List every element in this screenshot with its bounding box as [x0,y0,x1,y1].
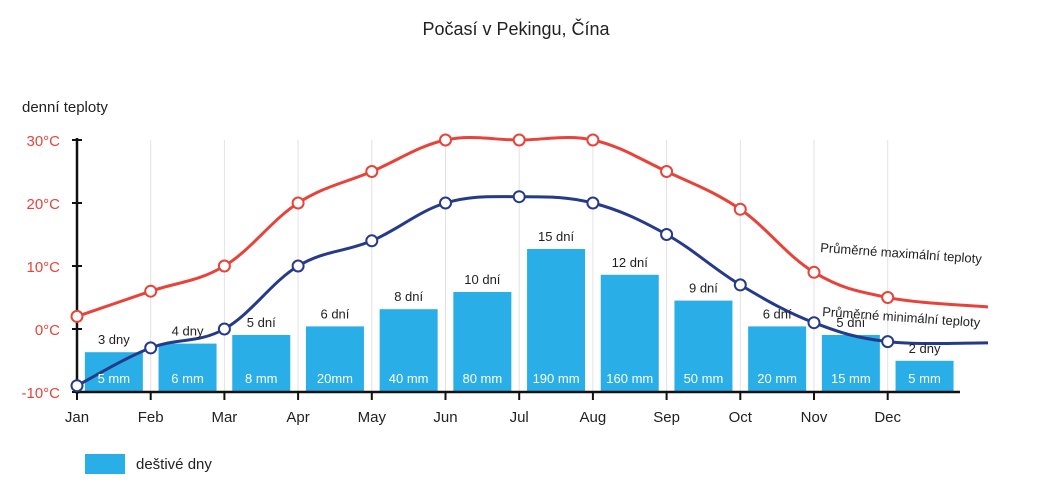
rainy-days-label: 10 dní [464,272,501,287]
rain-bar [379,309,438,392]
series-point [365,234,379,248]
gridlines [150,140,889,392]
y-tick-label: -10°C [21,385,60,402]
precipitation-label: 40 mm [389,371,429,386]
y-tick-label: 20°C [26,196,60,213]
series-name-label: Průměrné maximální teploty [820,240,983,266]
x-tick-label: Jul [510,409,529,426]
rainy-days-label: 3 dny [98,332,130,347]
x-tick-label: May [358,409,387,426]
series-point [217,259,231,273]
rain-bar [158,343,217,392]
rainy-days-label: 6 dní [763,306,792,321]
precipitation-label: 8 mm [245,371,278,386]
y-tick-label: 10°C [26,259,60,276]
x-tick-label: Oct [729,409,753,426]
series-point [586,133,600,147]
x-tick-label: Sep [653,409,680,426]
precipitation-label: 5 mm [908,371,941,386]
x-tick-label: Dec [874,409,901,426]
x-tick-label: Mar [211,409,237,426]
x-tick-label: Nov [801,409,828,426]
series-point [881,291,895,304]
rainy-days-label: 5 dní [836,315,865,330]
x-tick-label: Feb [138,409,164,426]
rain-bar [84,352,143,392]
series-point [512,190,526,204]
rainy-days-bars [84,249,954,392]
legend-label: deštivé dny [136,456,212,473]
x-tick-label: Apr [286,409,309,426]
rain-bar [748,326,807,392]
series-point [660,228,674,241]
temperature-lines [70,133,989,393]
rain-bar [895,360,954,392]
y-tick-label: 0°C [35,322,60,339]
series-point [291,196,305,210]
series-point [586,196,600,210]
x-tick-label: Aug [580,409,607,426]
legend-swatch [85,454,125,474]
chart-title: Počasí v Pekingu, Čína [422,18,610,39]
x-tick-label: Jan [65,409,89,426]
series-point [365,165,379,178]
series-point [881,335,895,349]
series-point [144,284,158,298]
series-point [70,309,84,323]
series-point [807,265,821,279]
rainy-days-label: 2 dny [909,341,941,356]
series-point [807,316,821,330]
series-point [70,379,84,393]
rainy-days-label: 6 dní [320,306,349,321]
series-point [217,322,231,336]
series-point [733,202,747,216]
precipitation-label: 160 mm [606,371,653,386]
precipitation-label: 20mm [317,371,353,386]
series-point [512,133,526,147]
x-tick-label: Jun [433,409,457,426]
precipitation-label: 50 mm [684,371,724,386]
rain-bar [453,292,512,392]
rain-bar [232,335,291,392]
rainy-days-label: 5 dní [247,315,276,330]
precipitation-label: 15 mm [831,371,871,386]
precipitation-label: 5 mm [98,371,131,386]
rain-bar [305,326,364,392]
legend: deštivé dny [85,454,212,474]
rainy-days-label: 15 dní [538,229,575,244]
rain-bar [821,335,880,392]
y-tick-label: 30°C [26,133,60,150]
precipitation-label: 190 mm [533,371,580,386]
rain-bar [674,300,733,392]
axes [72,138,960,400]
series-point [144,341,158,355]
series-point [439,133,452,147]
precipitation-label: 6 mm [171,371,204,386]
series-point [733,278,747,292]
series-point [439,196,452,210]
rain-bar [600,274,659,392]
y-axis-label: denní teploty [22,99,108,116]
series-point [291,259,305,273]
rainy-days-label: 9 dní [689,281,718,296]
precipitation-label: 20 mm [757,371,797,386]
series-point [660,165,674,178]
rain-bar [527,249,586,392]
precipitation-label: 80 mm [462,371,502,386]
rainy-days-label: 8 dní [394,289,423,304]
rainy-days-label: 4 dny [172,324,204,339]
rainy-days-label: 12 dní [612,255,649,270]
